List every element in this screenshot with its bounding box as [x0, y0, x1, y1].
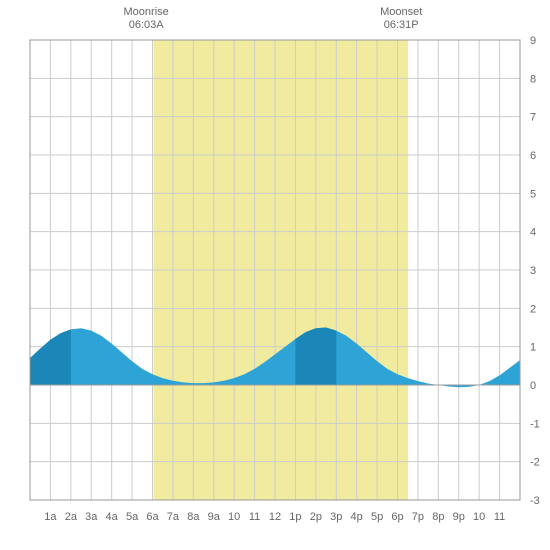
x-tick-label: 8a — [187, 511, 200, 523]
x-tick-label: 12 — [269, 511, 281, 523]
x-tick-label: 1a — [44, 511, 57, 523]
moonrise-label: Moonrise — [124, 6, 169, 19]
x-tick-label: 7p — [412, 511, 424, 523]
x-tick-label: 11 — [249, 511, 260, 523]
x-tick-label: 5a — [126, 511, 139, 523]
x-tick-label: 7a — [167, 511, 180, 523]
x-tick-label: 6p — [391, 511, 403, 523]
x-tick-label: 11 — [494, 511, 505, 523]
y-tick-label: 7 — [530, 112, 536, 124]
x-tick-label: 10 — [228, 511, 240, 523]
x-tick-label: 9a — [208, 511, 221, 523]
y-tick-label: -3 — [530, 495, 540, 507]
tide-chart: 1a2a3a4a5a6a7a8a9a1011121p2p3p4p5p6p7p8p… — [0, 0, 550, 550]
y-tick-label: 0 — [530, 380, 536, 392]
y-tick-label: -2 — [530, 457, 540, 469]
y-tick-label: 9 — [530, 35, 536, 47]
y-tick-label: 4 — [530, 227, 536, 239]
moonset-time: 06:31P — [380, 19, 422, 32]
x-tick-label: 4a — [106, 511, 119, 523]
x-tick-label: 8p — [432, 511, 444, 523]
x-tick-label: 9p — [453, 511, 465, 523]
x-tick-label: 6a — [146, 511, 159, 523]
moonrise-time: 06:03A — [124, 19, 169, 32]
y-tick-label: 5 — [530, 188, 536, 200]
x-tick-label: 10 — [473, 511, 485, 523]
moonrise-annotation: Moonrise 06:03A — [124, 6, 169, 32]
y-tick-label: -1 — [530, 418, 540, 430]
y-tick-label: 1 — [530, 342, 536, 354]
x-tick-label: 3p — [330, 511, 342, 523]
y-tick-label: 6 — [530, 150, 536, 162]
chart-svg: 1a2a3a4a5a6a7a8a9a1011121p2p3p4p5p6p7p8p… — [0, 0, 550, 550]
x-tick-label: 2a — [65, 511, 78, 523]
x-tick-label: 1p — [289, 511, 301, 523]
moonset-label: Moonset — [380, 6, 422, 19]
x-tick-label: 4p — [351, 511, 363, 523]
moonset-annotation: Moonset 06:31P — [380, 6, 422, 32]
y-tick-label: 8 — [530, 73, 536, 85]
x-tick-label: 5p — [371, 511, 383, 523]
x-tick-label: 3a — [85, 511, 98, 523]
x-tick-label: 2p — [310, 511, 322, 523]
y-tick-label: 2 — [530, 303, 536, 315]
y-tick-label: 3 — [530, 265, 536, 277]
